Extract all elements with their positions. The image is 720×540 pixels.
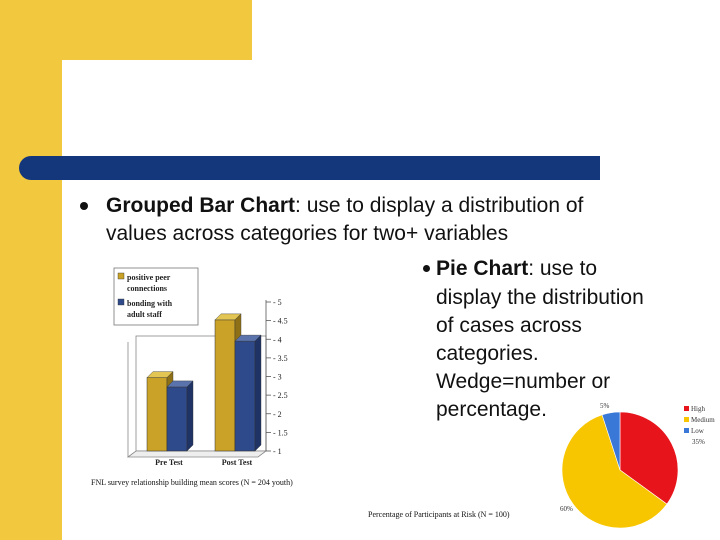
pie-slice-medium	[561, 414, 668, 529]
bullet-2-line-6: percentage.	[436, 398, 547, 421]
bar-chart-caption: FNL survey relationship building mean sc…	[91, 478, 293, 487]
y-tick-label: - 5	[273, 298, 282, 307]
bullet-2-line-3: of cases across	[436, 314, 582, 337]
bar-positive-peer-connections-1	[214, 319, 236, 452]
legend-label-line: connections	[127, 284, 167, 293]
category-label: Post Test	[222, 458, 253, 467]
pie-chart-labels: 35% 60% 5%	[560, 402, 705, 513]
y-tick-label: - 3	[273, 373, 282, 382]
bullet-2-line-1: Pie Chart: use to	[436, 255, 597, 283]
bar-chart-bars	[146, 313, 262, 452]
y-tick-label: - 4	[273, 335, 282, 344]
pie-slice-low	[601, 411, 621, 471]
pie-percent-label: 5%	[600, 402, 610, 410]
pie-legend-swatch	[684, 417, 689, 422]
bullet-1-line-2: values across categories for two+ variab…	[106, 222, 509, 245]
title-rule	[19, 156, 600, 180]
legend-label-line: adult staff	[127, 310, 162, 319]
grouped-bar-chart: - 1 - 1.5 - 2 - 2.5 - 3 - 3.5 - 4 - 4.5 - 5 Pre …	[113, 267, 288, 467]
bullet-2-line-5: Wedge=number or	[436, 370, 611, 393]
y-tick-label: - 1	[273, 447, 282, 456]
bullet-2-term: Pie Chart	[436, 257, 529, 280]
pie-chart: 35% 60% 5% High Medium Low	[560, 402, 715, 529]
legend-label: positive peer connections	[127, 273, 171, 293]
pie-chart-caption: Percentage of Participants at Risk (N = …	[368, 510, 510, 519]
bullet-dot-2	[423, 265, 430, 272]
pie-legend-label: Low	[691, 427, 705, 435]
pie-legend-label: Medium	[691, 416, 715, 424]
y-tick-label: - 2.5	[273, 391, 288, 400]
bullet-2-line-4: categories.	[436, 342, 539, 365]
pie-legend-swatch	[684, 406, 689, 411]
category-label: Pre Test	[155, 458, 183, 467]
legend-label: bonding with adult staff	[127, 299, 173, 319]
legend-swatch	[117, 272, 125, 280]
pie-chart-slices	[561, 411, 679, 529]
bullet-2-line-2: display the distribution	[436, 286, 644, 309]
y-tick-label: - 4.5	[273, 317, 288, 326]
bar-chart-ticks: - 1 - 1.5 - 2 - 2.5 - 3 - 3.5 - 4 - 4.5 - 5	[266, 298, 288, 456]
bullet-1-term: Grouped Bar Chart	[106, 194, 296, 217]
bar-chart-legend: positive peer connections bonding with adul…	[113, 267, 199, 326]
legend-label-line: positive peer	[127, 273, 171, 282]
bullet-2-rest: : use to	[528, 257, 598, 280]
pie-legend-label: High	[691, 405, 706, 413]
bar-side	[254, 334, 262, 452]
chart-floor	[126, 450, 268, 458]
bar-side	[186, 380, 194, 452]
legend-swatch	[117, 298, 125, 306]
yellow-side-band	[0, 0, 62, 540]
pie-percent-label: 35%	[692, 438, 705, 446]
y-tick-label: - 3.5	[273, 354, 288, 363]
pie-percent-label: 60%	[560, 505, 573, 513]
pie-chart-legend: High Medium Low	[684, 405, 715, 435]
bar-chart-categories: Pre Test Post Test	[155, 458, 252, 467]
pie-legend-swatch	[684, 428, 689, 433]
legend-label-line: bonding with	[127, 299, 173, 308]
pie-slice-high	[619, 411, 679, 505]
bar-positive-peer-connections-0	[146, 377, 168, 452]
bar-bonding-with-adult-staff-0	[166, 386, 188, 452]
bullet-1-line-1: Grouped Bar Chart: use to display a dist…	[106, 192, 583, 220]
y-tick-label: - 1.5	[273, 428, 288, 437]
bullet-1-rest: : use to display a distribution of	[295, 194, 584, 217]
bar-bonding-with-adult-staff-1	[234, 340, 256, 452]
y-tick-label: - 2	[273, 410, 282, 419]
legend-box	[113, 267, 199, 326]
bullet-dot-1	[80, 202, 88, 210]
